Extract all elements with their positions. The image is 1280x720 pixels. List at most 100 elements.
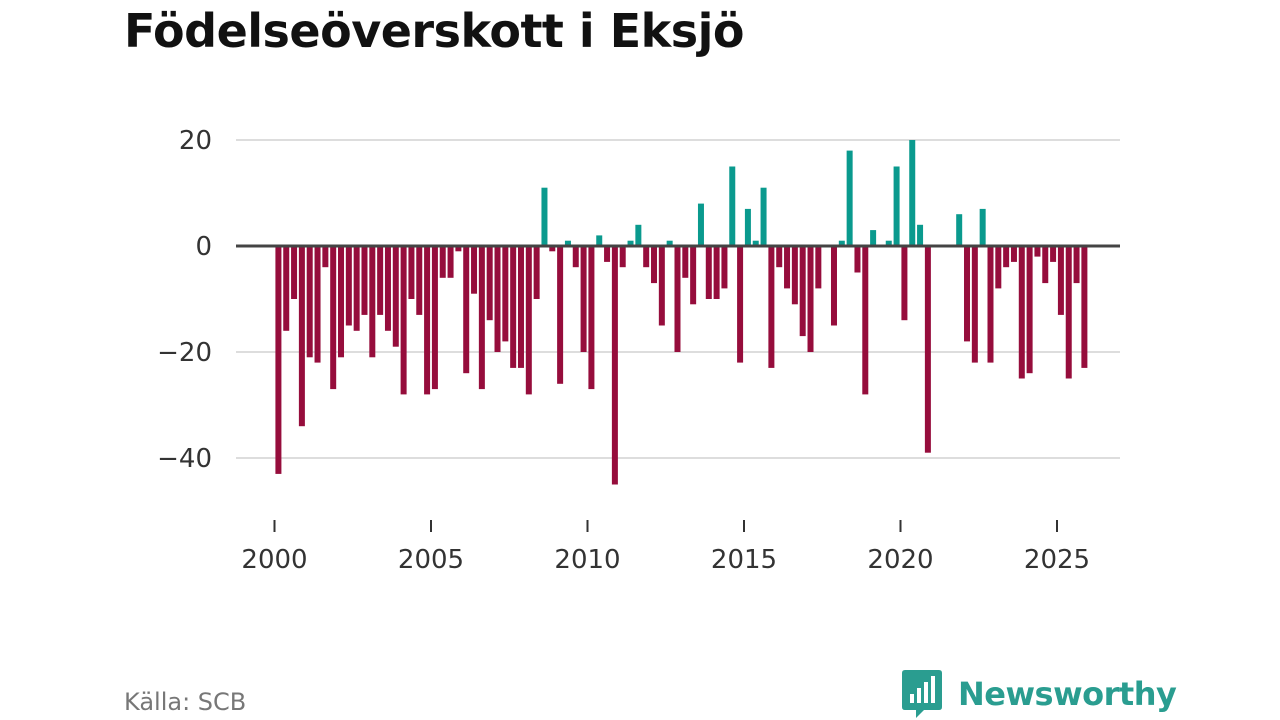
bar <box>564 240 571 246</box>
bar <box>322 246 329 268</box>
bar <box>666 240 673 246</box>
bar <box>314 246 321 363</box>
x-tick-label: 2025 <box>1024 545 1090 575</box>
bar <box>979 208 986 246</box>
bar <box>658 246 665 326</box>
bar <box>862 246 869 395</box>
bar <box>768 246 775 368</box>
bar <box>557 246 564 384</box>
bar <box>838 240 845 246</box>
bar <box>791 246 798 305</box>
bar <box>291 246 298 299</box>
bar <box>345 246 352 326</box>
bar <box>752 240 759 246</box>
bar <box>870 230 877 246</box>
bar <box>306 246 313 358</box>
bar <box>1003 246 1010 268</box>
bar <box>635 224 642 246</box>
bar <box>854 246 861 273</box>
bar <box>486 246 493 321</box>
bar <box>369 246 376 358</box>
bar <box>830 246 837 326</box>
bar-chart: 20 0 −20 −40 2000 2005 2010 2015 2020 2025 <box>157 126 1120 575</box>
y-tick-label: 20 <box>179 126 212 156</box>
bar <box>1073 246 1080 284</box>
bar <box>1081 246 1088 368</box>
bar <box>533 246 540 299</box>
bar <box>275 246 282 474</box>
bar <box>1057 246 1064 315</box>
bar <box>995 246 1002 289</box>
bar <box>885 240 892 246</box>
bar <box>604 246 611 262</box>
bar <box>447 246 454 278</box>
bar <box>517 246 524 368</box>
bar <box>361 246 368 315</box>
bar <box>690 246 697 305</box>
bar <box>697 203 704 246</box>
bar <box>776 246 783 268</box>
x-tick-label: 2010 <box>554 545 620 575</box>
x-axis: 2000 2005 2010 2015 2020 2025 <box>241 520 1090 575</box>
bar <box>1018 246 1025 379</box>
bar <box>400 246 407 395</box>
source-label: Källa: SCB <box>124 688 247 716</box>
y-tick-label: 0 <box>195 232 212 262</box>
bar <box>455 246 462 252</box>
bar <box>1042 246 1049 284</box>
y-tick-label: −20 <box>157 338 212 368</box>
x-tick-label: 2000 <box>241 545 307 575</box>
bar <box>580 246 587 352</box>
y-tick-label: −40 <box>157 444 212 474</box>
bar <box>572 246 579 268</box>
bar <box>729 166 736 246</box>
bar <box>799 246 806 337</box>
y-axis: 20 0 −20 −40 <box>157 126 212 474</box>
bar <box>807 246 814 352</box>
bar <box>1050 246 1057 262</box>
chart-title: Födelseöverskott i Eksjö <box>124 4 744 58</box>
bar <box>1010 246 1017 262</box>
bar <box>643 246 650 268</box>
bar <box>611 246 618 485</box>
bar <box>744 208 751 246</box>
bar <box>431 246 438 390</box>
bar <box>760 187 767 246</box>
bar <box>682 246 689 278</box>
bar <box>471 246 478 294</box>
bar <box>956 214 963 246</box>
bar <box>627 240 634 246</box>
bar <box>924 246 931 453</box>
bars <box>275 140 1088 485</box>
bar <box>439 246 446 278</box>
x-tick-label: 2005 <box>398 545 464 575</box>
bar <box>893 166 900 246</box>
bar <box>713 246 720 299</box>
bar <box>705 246 712 299</box>
bar <box>502 246 509 342</box>
bar <box>721 246 728 289</box>
bar <box>815 246 822 289</box>
bar <box>353 246 360 331</box>
bar <box>964 246 971 342</box>
bar <box>619 246 626 268</box>
bar-chart-speech-bubble-icon <box>902 670 942 718</box>
bar <box>408 246 415 299</box>
bar <box>909 140 916 246</box>
bar <box>651 246 658 284</box>
bar <box>674 246 681 352</box>
bar <box>549 246 556 252</box>
brand-logo[interactable]: Newsworthy <box>902 670 1177 718</box>
bar <box>384 246 391 331</box>
bar <box>298 246 305 427</box>
bar <box>525 246 532 395</box>
x-tick-label: 2020 <box>867 545 933 575</box>
bar <box>478 246 485 390</box>
bar <box>1065 246 1072 379</box>
bar <box>392 246 399 347</box>
x-tick-label: 2015 <box>711 545 777 575</box>
bar <box>971 246 978 363</box>
bar <box>1026 246 1033 374</box>
bar <box>377 246 384 315</box>
bar <box>283 246 290 331</box>
